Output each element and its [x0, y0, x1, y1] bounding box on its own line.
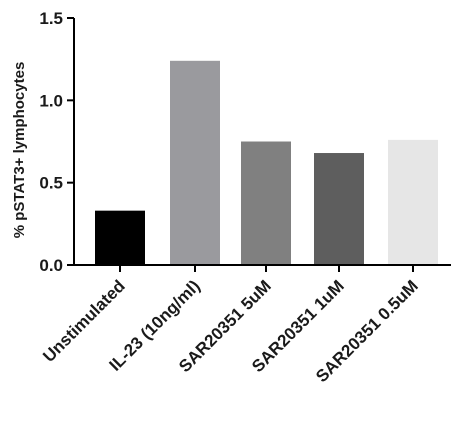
y-tick-label: 0.0 — [39, 256, 63, 275]
bars — [95, 60, 438, 266]
y-tick-label: 1.0 — [39, 91, 63, 110]
bar — [241, 141, 291, 265]
bar — [314, 153, 364, 265]
y-tick-label: 1.5 — [39, 9, 63, 28]
y-axis: 0.0 0.5 1.0 1.5 — [39, 9, 75, 275]
y-axis-title: % pSTAT3+ lymphocytes — [11, 62, 28, 239]
bar — [388, 139, 438, 265]
y-tick-label: 0.5 — [39, 174, 63, 193]
bar — [95, 210, 145, 265]
bar — [170, 60, 220, 266]
